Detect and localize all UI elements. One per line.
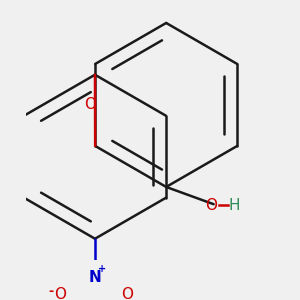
Text: O: O (84, 97, 96, 112)
Text: +: + (98, 264, 106, 274)
Text: O: O (121, 287, 133, 300)
Text: O: O (55, 287, 67, 300)
Text: -: - (48, 285, 53, 298)
Text: O: O (206, 198, 218, 213)
Text: H: H (228, 198, 240, 213)
Text: N: N (88, 270, 101, 285)
